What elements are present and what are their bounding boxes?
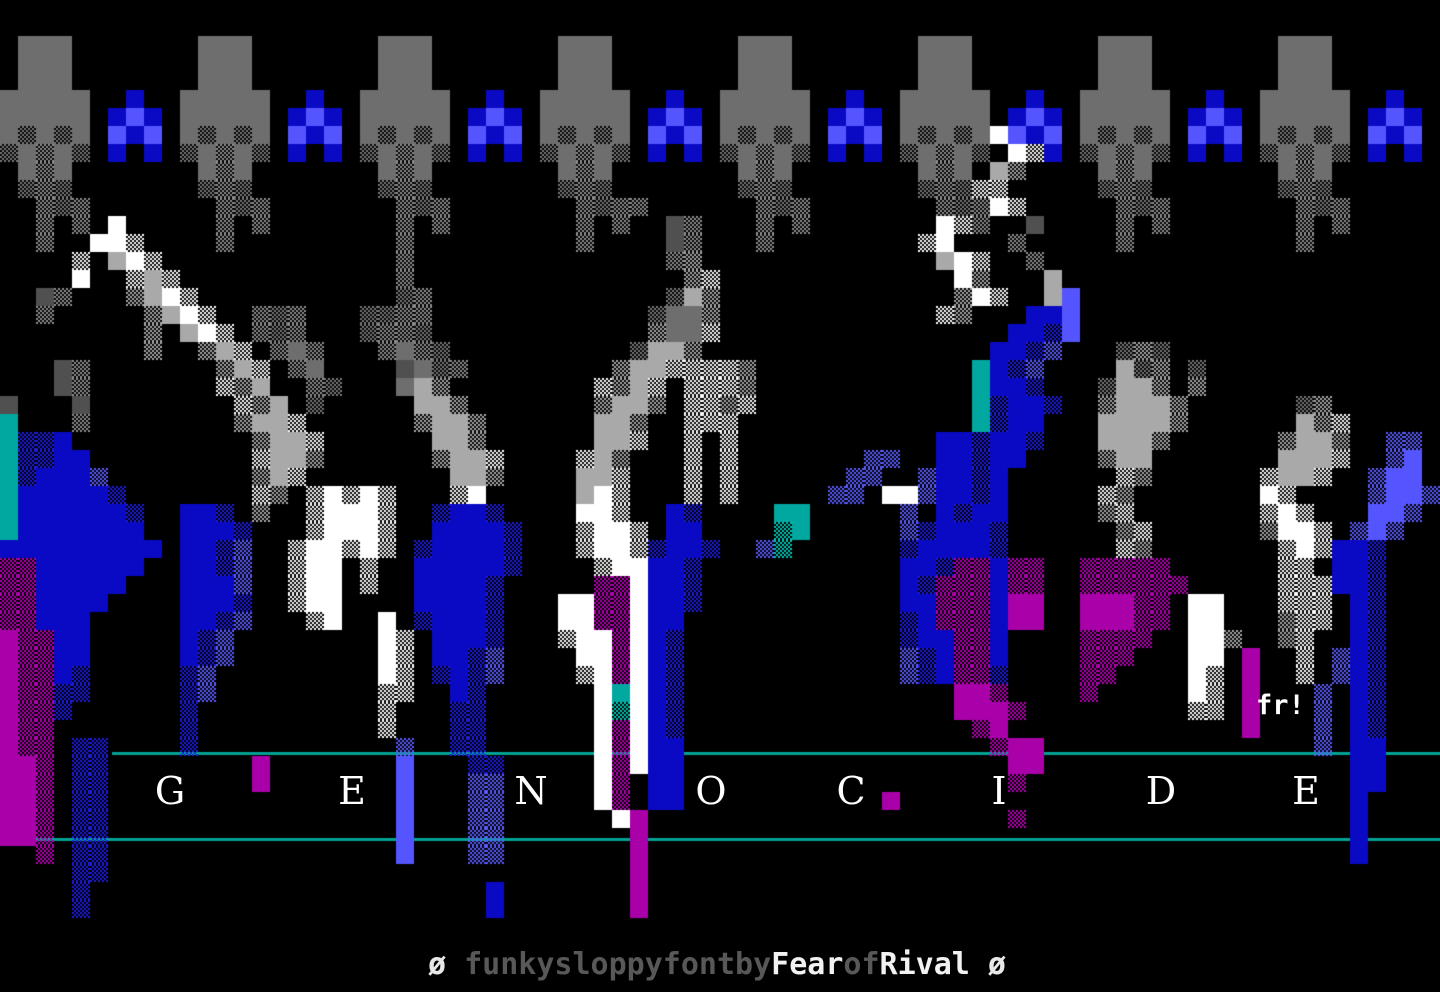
- font-credit-line: ø funkysloppyfontbyFearofRival ø: [428, 948, 1006, 981]
- credit-segment: Fear: [771, 947, 844, 982]
- credit-segment: Rival: [879, 947, 970, 982]
- artist-tag-fr: fr!: [1256, 690, 1305, 721]
- credit-segment: ø: [428, 947, 465, 982]
- credit-segment: ø: [969, 947, 1006, 982]
- credit-segment: of: [843, 947, 880, 982]
- credit-segment: funkysloppyfontby: [464, 947, 772, 982]
